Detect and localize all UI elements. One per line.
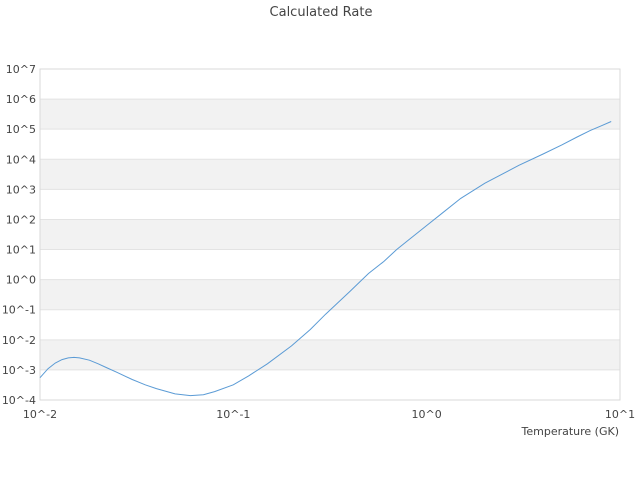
grid-band — [40, 129, 620, 160]
x-axis: 10^-2 10^-1 10^0 10^1 — [23, 408, 635, 421]
y-tick-label: 10^-1 — [2, 304, 36, 317]
grid-band — [40, 369, 620, 400]
x-tick-label: 10^0 — [412, 408, 442, 421]
y-tick-label: 10^3 — [6, 183, 36, 196]
y-tick-label: 10^5 — [6, 123, 36, 136]
grid-band — [40, 69, 620, 100]
grid-band — [40, 339, 620, 370]
y-tick-label: 10^4 — [6, 153, 36, 166]
series-line — [39, 121, 612, 397]
grid-band — [40, 159, 620, 190]
y-tick-label: 10^2 — [6, 213, 36, 226]
x-axis-label: Temperature (GK) — [521, 425, 620, 438]
x-tick-label: 10^-1 — [216, 408, 250, 421]
y-tick-label: 10^1 — [6, 244, 36, 257]
x-tick-label: 10^-2 — [23, 408, 57, 421]
grid-band — [40, 249, 620, 280]
y-tick-label: 10^6 — [6, 93, 36, 106]
x-tick-label: 10^1 — [605, 408, 635, 421]
grid-band — [40, 309, 620, 340]
grid-bands — [40, 68, 620, 400]
chart-title: Calculated Rate — [270, 5, 373, 20]
grid-band — [40, 99, 620, 130]
y-tick-label: 10^-4 — [2, 394, 36, 407]
y-tick-label: 10^0 — [6, 274, 36, 287]
y-tick-label: 10^7 — [6, 63, 36, 76]
y-axis: 10^-4 10^-3 10^-2 10^-1 10^0 10^1 10^2 10^3 10^4… — [2, 63, 36, 407]
grid-band — [40, 279, 620, 310]
y-tick-label: 10^-2 — [2, 334, 36, 347]
y-tick-label: 10^-3 — [2, 364, 36, 377]
grid-band — [40, 219, 620, 250]
grid-band — [40, 189, 620, 220]
plot-frame — [39, 68, 621, 401]
